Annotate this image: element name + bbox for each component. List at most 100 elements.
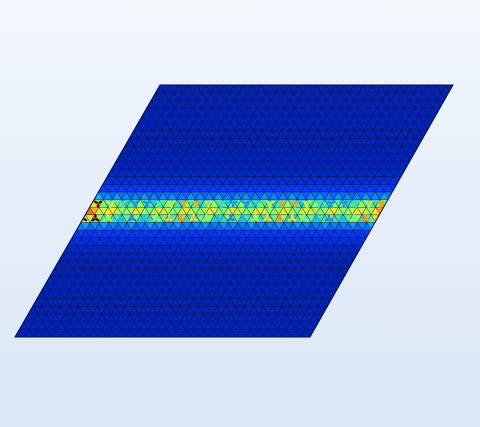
field-hotspot xyxy=(270,200,275,204)
field-hotspot xyxy=(103,218,108,222)
field-hotspot xyxy=(294,200,299,204)
field-hotspot xyxy=(303,214,306,219)
field-hotspot xyxy=(94,213,97,219)
field-hotspot xyxy=(268,203,272,208)
field-hotspot xyxy=(293,203,297,208)
field-hotspot xyxy=(109,203,112,209)
field-hotspot xyxy=(167,213,171,219)
field-hotspot xyxy=(351,200,357,204)
field-hotspot xyxy=(132,218,137,222)
field-hotspot xyxy=(287,218,293,222)
field-hotspot xyxy=(177,218,182,222)
field-hotspot xyxy=(181,218,186,222)
field-hotspot xyxy=(93,200,98,204)
field-hotspot xyxy=(312,218,317,222)
field-hotspot xyxy=(167,200,172,204)
field-hotspot xyxy=(219,203,223,209)
field-hotspot xyxy=(220,200,226,204)
field-hotspot xyxy=(319,200,324,204)
field-hotspot xyxy=(315,214,319,219)
field-hotspot xyxy=(140,218,145,222)
field-hotspot xyxy=(204,213,208,219)
field-hotspot xyxy=(171,200,176,204)
field-hotspot xyxy=(257,200,262,204)
field-hotspot xyxy=(152,218,157,222)
field-hotspot xyxy=(364,200,369,204)
field-hotspot xyxy=(121,203,124,209)
field-hotspot xyxy=(216,200,221,204)
field-hotspot xyxy=(265,200,271,204)
field-hotspot xyxy=(361,218,366,222)
field-hotspot xyxy=(376,200,381,204)
field-hotspot xyxy=(356,200,361,204)
field-hotspot xyxy=(256,203,260,209)
field-hotspot xyxy=(379,203,383,208)
field-hotspot xyxy=(96,203,100,209)
field-hotspot xyxy=(304,218,309,222)
field-hotspot xyxy=(316,218,321,222)
field-hotspot xyxy=(184,200,189,204)
field-hotspot xyxy=(230,218,235,222)
field-hotspot xyxy=(189,218,194,222)
field-hotspot xyxy=(349,218,354,222)
field-hotspot xyxy=(204,200,209,204)
field-hotspot xyxy=(196,200,201,204)
field-hotspot xyxy=(201,218,207,222)
field-hotspot xyxy=(158,203,161,209)
field-hotspot xyxy=(165,218,170,222)
field-hotspot xyxy=(214,218,219,222)
field-hotspot xyxy=(292,218,297,222)
field-hotspot xyxy=(290,200,295,204)
field-hotspot xyxy=(364,214,368,219)
field-hotspot xyxy=(255,218,260,222)
field-hotspot xyxy=(144,218,149,222)
field-hotspot xyxy=(233,200,238,204)
field-hotspot xyxy=(217,213,220,219)
field-hotspot xyxy=(300,218,305,222)
field-hotspot xyxy=(155,200,160,204)
field-hotspot xyxy=(263,218,268,222)
domain-boundary xyxy=(14,84,454,338)
field-hotspot xyxy=(179,200,185,204)
field-hotspot xyxy=(378,218,383,222)
field-hotspot xyxy=(115,218,120,222)
field-hotspot xyxy=(170,203,173,209)
field-hotspot xyxy=(133,203,137,209)
field-hotspot xyxy=(380,200,385,204)
field-hotspot xyxy=(352,214,355,219)
field-hotspot xyxy=(242,218,248,222)
field-hotspot xyxy=(229,213,232,219)
field-hotspot xyxy=(354,203,358,208)
field-hotspot xyxy=(118,213,122,219)
field-hotspot xyxy=(365,218,370,222)
field-hotspot xyxy=(145,203,149,209)
field-hotspot xyxy=(208,200,213,204)
field-hotspot xyxy=(218,218,223,222)
field-hotspot xyxy=(253,200,258,204)
field-hotspot xyxy=(343,200,348,204)
field-hotspot xyxy=(315,200,320,204)
field-hotspot xyxy=(120,218,125,222)
field-hotspot xyxy=(266,214,269,219)
field-hotspot xyxy=(193,218,198,222)
field-hotspot xyxy=(195,203,198,209)
field-hotspot xyxy=(229,200,234,204)
field-hotspot xyxy=(122,200,127,204)
field-hotspot xyxy=(106,213,109,219)
field-hotspot xyxy=(206,218,211,222)
field-hotspot xyxy=(244,203,247,209)
field-hotspot xyxy=(339,200,344,204)
field-hotspot xyxy=(341,218,346,222)
field-hotspot xyxy=(238,218,243,222)
field-hotspot xyxy=(278,200,283,204)
field-hotspot xyxy=(182,203,186,209)
field-hotspot xyxy=(207,203,210,209)
field-hotspot xyxy=(331,200,336,204)
field-hotspot xyxy=(302,200,307,204)
field-hotspot xyxy=(131,213,134,219)
field-hotspot xyxy=(353,218,358,222)
field-hotspot xyxy=(98,200,103,204)
field-hotspot xyxy=(118,200,123,204)
